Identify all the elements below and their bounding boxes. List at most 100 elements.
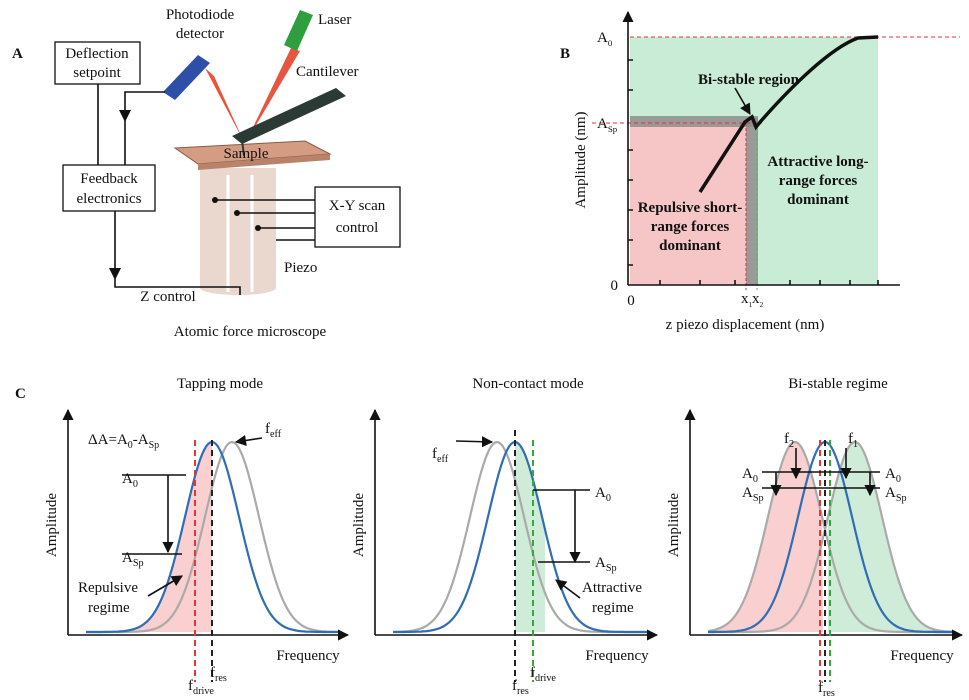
label: Laser: [318, 12, 351, 28]
label: Feedback: [80, 171, 138, 187]
panel-letter: A: [12, 46, 23, 62]
cantilever: [232, 88, 346, 144]
base: A: [597, 116, 608, 132]
label: Z control: [140, 289, 195, 305]
subscript: 0: [896, 474, 901, 485]
subscript: Sp: [149, 440, 160, 451]
base: A: [742, 466, 753, 482]
subscript: res: [823, 688, 835, 699]
piezo-base: [200, 281, 276, 295]
sub-label: ASp: [885, 485, 907, 504]
label: z piezo displacement (nm): [666, 317, 825, 333]
label: control: [336, 220, 379, 236]
subscript: Sp: [753, 493, 764, 504]
label: Bi-stable regime: [788, 376, 888, 392]
label: Frequency: [276, 648, 340, 664]
signal-line: [125, 92, 165, 165]
label: Tapping mode: [177, 376, 263, 392]
dot: [255, 225, 261, 231]
sub-label: feff: [265, 421, 282, 440]
label: electronics: [77, 191, 142, 207]
label: 0: [611, 278, 619, 294]
laser: [284, 10, 313, 51]
reflected-beam: [205, 68, 244, 142]
sub-label: A0: [885, 466, 901, 485]
sub-label: ASp: [597, 116, 618, 134]
subscript: Sp: [896, 493, 907, 504]
base: A: [742, 485, 753, 501]
label: 0: [627, 293, 635, 309]
figure: A Photodiode detector Laser Deflection setpoi…: [0, 0, 969, 700]
sub-label: x2: [752, 291, 764, 309]
base: A: [885, 466, 896, 482]
base: A: [122, 550, 133, 566]
subscript: drive: [535, 673, 556, 684]
sub-label: feff: [432, 446, 449, 465]
label: Attractive: [582, 580, 642, 596]
label: Frequency: [890, 648, 954, 664]
subscript: 2: [789, 439, 794, 450]
label: dominant: [659, 238, 721, 254]
subscript: res: [517, 686, 529, 697]
sub-label: A0: [742, 466, 758, 485]
sub-label: ASp: [595, 555, 617, 574]
photodiode: [163, 55, 210, 100]
panel-letter: C: [15, 386, 26, 402]
subscript: 1: [853, 439, 858, 450]
subscript: eff: [437, 454, 449, 465]
sub-label: ASp: [742, 485, 764, 504]
bistable-band: [746, 118, 758, 285]
label: Deflection: [65, 46, 129, 62]
bistable-band: [630, 116, 758, 127]
subscript: Sp: [133, 558, 144, 569]
label: detector: [176, 26, 224, 42]
delta-label: ΔA=A0-ASp: [88, 432, 159, 451]
label: regime: [88, 600, 130, 616]
subscript: drive: [193, 686, 214, 697]
label: Bi-stable region: [698, 72, 800, 88]
label: Repulsive short-: [638, 200, 743, 216]
label: regime: [592, 600, 634, 616]
base: A: [595, 485, 606, 501]
label: Photodiode: [166, 7, 235, 23]
label: Amplitude: [44, 493, 60, 558]
sub-label: x1: [741, 291, 753, 309]
base: ΔA=A: [88, 432, 128, 448]
label: Frequency: [585, 648, 649, 664]
label: setpoint: [73, 65, 121, 81]
subscript: 0: [608, 38, 613, 48]
label: Attractive long-: [767, 154, 868, 170]
label: Repulsive: [78, 580, 138, 596]
sub-label: f2: [784, 431, 794, 450]
label: Sample: [224, 146, 269, 162]
shaded-area: [710, 442, 823, 632]
base: A: [595, 555, 606, 571]
base: A: [122, 471, 133, 487]
base: A: [885, 485, 896, 501]
sub-label: ASp: [122, 550, 144, 569]
arrow: [236, 438, 262, 442]
label: range forces: [651, 219, 730, 235]
subscript: 0: [606, 493, 611, 504]
panel-b-shapes: [592, 12, 960, 290]
scan-box: [315, 187, 400, 247]
subscript: 0: [133, 479, 138, 490]
label: Amplitude: [666, 493, 682, 558]
label: dominant: [787, 192, 849, 208]
base: -A: [133, 432, 149, 448]
label: Amplitude: [351, 493, 367, 558]
arrow: [119, 110, 131, 122]
base: A: [597, 30, 608, 46]
label: Cantilever: [296, 64, 358, 80]
sub-label: A0: [122, 471, 138, 490]
dot: [234, 210, 240, 216]
subscript: eff: [270, 429, 282, 440]
subscript: 0: [753, 474, 758, 485]
subscript: res: [215, 673, 227, 684]
subscript: 2: [760, 300, 764, 309]
label: Non-contact mode: [472, 376, 584, 392]
label: X-Y scan: [329, 198, 386, 214]
sub-label: A0: [595, 485, 611, 504]
panel-letter: B: [560, 46, 570, 62]
label: Piezo: [284, 260, 317, 276]
